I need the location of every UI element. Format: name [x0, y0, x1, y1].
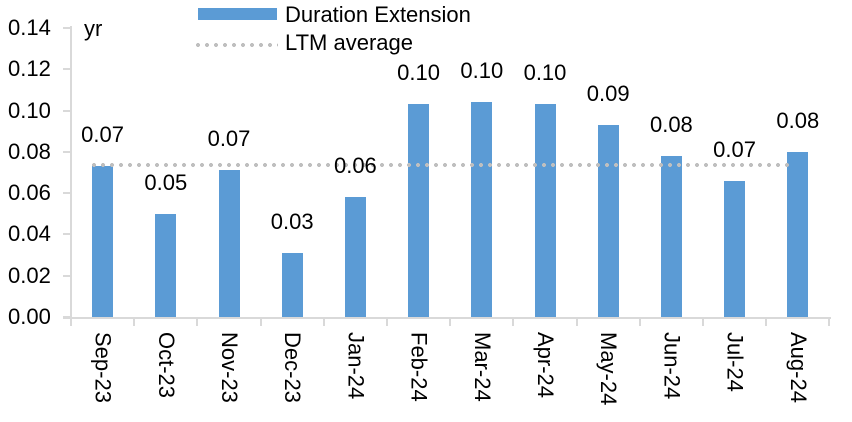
x-axis-line [63, 317, 832, 319]
legend-label-ltm-average: LTM average [285, 30, 413, 55]
x-axis-tick [638, 317, 641, 326]
bar-value-label: 0.10 [397, 60, 440, 85]
x-axis-label-Mar-24: Mar-24 [469, 332, 495, 402]
x-axis-label-Nov-23: Nov-23 [217, 332, 242, 403]
bar-Jul-24 [724, 181, 746, 317]
bar-Sep-23 [92, 166, 114, 317]
bar-value-label: 0.10 [523, 60, 567, 85]
x-axis-tick [765, 317, 768, 326]
x-axis-tick [322, 317, 325, 326]
bar-Dec-23 [281, 253, 303, 317]
y-axis-tick-label: 0.06 [8, 180, 51, 205]
bar-value-label: 0.10 [460, 58, 504, 83]
x-axis-label-Apr-24: Apr-24 [533, 332, 558, 399]
legend-bar-swatch [198, 8, 277, 20]
y-axis-tick-label: 0.02 [8, 263, 51, 288]
legend-dotted-line-swatch [196, 43, 278, 47]
bar-value-label: 0.03 [270, 209, 314, 234]
y-axis-tick [63, 275, 71, 277]
bar-Oct-23 [155, 214, 177, 317]
y-axis-tick [63, 110, 71, 112]
x-axis-label-Dec-23: Dec-23 [280, 332, 306, 403]
bar-value-label: 0.08 [649, 112, 693, 137]
x-axis-label-Jul-24: Jul-24 [722, 332, 748, 392]
x-axis-label-Jun-24: Jun-24 [659, 332, 685, 400]
x-axis-label-May-24: May-24 [596, 332, 622, 406]
y-axis-tick-label: 0.10 [8, 98, 51, 123]
bar-value-label: 0.07 [81, 122, 124, 147]
bar-value-label: 0.07 [713, 137, 756, 162]
x-axis-tick [133, 317, 136, 326]
x-axis-label-Oct-23: Oct-23 [153, 332, 179, 399]
y-axis-tick [63, 27, 71, 29]
y-axis-tick [63, 192, 71, 194]
y-axis-line [70, 26, 72, 319]
x-axis-tick [449, 317, 452, 326]
y-axis-tick-label: 0.04 [8, 221, 51, 246]
bar-value-label: 0.05 [144, 170, 188, 195]
x-axis-tick [702, 317, 704, 326]
y-axis-tick-label: 0.12 [8, 56, 51, 81]
x-axis-tick [259, 317, 262, 326]
x-axis-label-Sep-23: Sep-23 [90, 332, 116, 403]
y-axis-unit-label: yr [84, 16, 103, 41]
y-axis-tick-label: 0.14 [8, 15, 51, 40]
bar-value-label: 0.08 [776, 108, 820, 133]
bar-Jan-24 [344, 197, 366, 317]
x-axis-tick [512, 317, 515, 326]
bar-Nov-23 [218, 170, 240, 317]
y-axis-tick [63, 233, 71, 235]
x-axis-label-Aug-24: Aug-24 [785, 332, 811, 403]
x-axis-tick [575, 317, 578, 326]
bar-May-24 [597, 125, 619, 317]
y-axis-tick [63, 68, 71, 70]
bar-Aug-24 [787, 152, 809, 317]
ltm-average-line [92, 163, 793, 167]
y-axis-tick [63, 316, 71, 318]
x-axis-label-Jan-24: Jan-24 [343, 332, 369, 400]
bar-Feb-24 [408, 104, 430, 317]
x-axis-tick [196, 317, 199, 326]
bar-Mar-24 [471, 102, 493, 317]
y-axis-tick-label: 0.08 [8, 139, 51, 164]
x-axis-tick [70, 317, 72, 326]
bar-Apr-24 [534, 104, 556, 317]
x-axis-label-Feb-24: Feb-24 [406, 332, 432, 402]
legend-label-duration-extension: Duration Extension [285, 2, 471, 27]
y-axis-tick [63, 151, 71, 153]
bar-Jun-24 [660, 156, 682, 317]
x-axis-tick [386, 317, 388, 326]
bar-value-label: 0.09 [586, 81, 630, 106]
bar-value-label: 0.07 [207, 126, 251, 151]
y-axis-tick-label: 0.00 [8, 304, 51, 329]
x-axis-tick [828, 317, 831, 326]
bar-value-label: 0.06 [333, 153, 377, 178]
